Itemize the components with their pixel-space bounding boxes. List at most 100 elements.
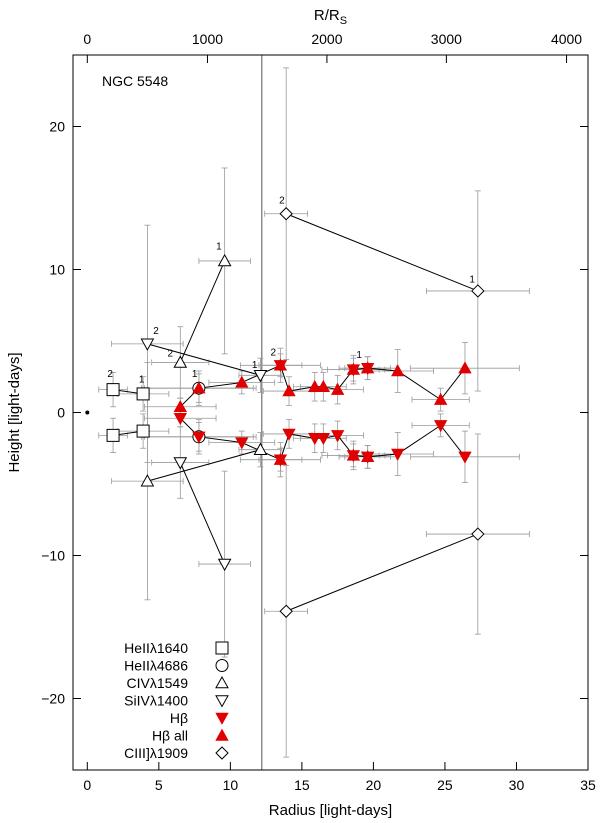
point-annotation: 2 xyxy=(107,369,113,380)
data-point-h-all xyxy=(346,450,361,463)
point-annotation: 2 xyxy=(167,349,173,360)
y-tick-label: 20 xyxy=(49,119,65,135)
data-point-h-all xyxy=(316,379,331,392)
data-point-h-all xyxy=(273,454,288,467)
top-tick-label: 4000 xyxy=(551,31,582,47)
y-tick-label: 0 xyxy=(57,405,65,421)
data-point-civ-1549 xyxy=(173,355,188,368)
series-line-civ-1549 xyxy=(179,260,226,363)
point-annotation: 2 xyxy=(279,196,285,207)
y-axis-label: Height [light-days] xyxy=(6,352,23,472)
series-line-siiv-1400 xyxy=(147,449,261,482)
chart-title: NGC 5548 xyxy=(102,73,168,89)
top-tick-label: 2000 xyxy=(311,31,342,47)
data-point-siiv-1400 xyxy=(253,442,268,455)
data-point-siiv-1400 xyxy=(253,370,268,383)
data-point-h-all xyxy=(458,451,472,464)
data-point-h-all xyxy=(273,358,288,371)
data-point-h-all xyxy=(282,384,296,397)
data-point-h-all xyxy=(235,437,249,450)
top-tick-label: 1000 xyxy=(192,31,223,47)
x-tick-label: 10 xyxy=(223,777,239,793)
data-point-h-all xyxy=(173,399,187,412)
legend-label: CIII]λ1909 xyxy=(124,745,188,761)
data-point-h-all xyxy=(192,381,206,394)
origin-dot xyxy=(85,410,90,415)
data-point-h-all xyxy=(346,362,361,375)
legend-label: HeIIλ4686 xyxy=(124,658,188,674)
legend-marker xyxy=(215,728,229,741)
data-point-h-all xyxy=(173,413,187,426)
data-point-siiv-1400 xyxy=(140,338,155,351)
point-annotation: 1 xyxy=(139,374,145,385)
data-point-h-all xyxy=(282,428,296,441)
data-point-ciii-1909 xyxy=(279,207,293,221)
data-point-h-all xyxy=(361,451,375,464)
x-tick-label: 0 xyxy=(83,777,91,793)
y-tick-label: −20 xyxy=(41,691,65,707)
data-point-h-all xyxy=(391,364,405,377)
x-tick-label: 20 xyxy=(366,777,382,793)
point-annotation: 1 xyxy=(469,274,475,285)
y-tick-label: −10 xyxy=(41,548,65,564)
data-point-h-all xyxy=(361,361,375,374)
series-line-ciii-1909 xyxy=(285,213,479,292)
top-tick-label: 0 xyxy=(83,31,91,47)
x-tick-label: 15 xyxy=(294,777,310,793)
y-tick-label: 10 xyxy=(49,262,65,278)
connecting-lines-layer xyxy=(112,213,479,612)
x-tick-label: 35 xyxy=(580,777,596,793)
data-point-h-all xyxy=(330,382,345,395)
series-line-ciii-1909 xyxy=(285,533,479,612)
data-point-h-all xyxy=(458,361,472,374)
legend-marker xyxy=(215,641,229,655)
point-annotation: 2 xyxy=(270,347,276,358)
data-point-h-all xyxy=(433,420,448,433)
data-point-heii-1640 xyxy=(106,383,120,397)
legend-marker xyxy=(215,746,229,760)
data-point-ciii-1909 xyxy=(279,604,293,618)
legend-marker xyxy=(215,659,229,672)
legend-label: Hβ xyxy=(170,710,188,726)
data-point-heii-1640 xyxy=(136,424,150,438)
x-tick-label: 25 xyxy=(437,777,453,793)
data-point-h-all xyxy=(316,433,331,446)
markers-layer xyxy=(85,207,485,618)
annotations-layer: 2 1 1 2 1 2 1 2 1 2 1 xyxy=(107,196,475,386)
point-annotation: 2 xyxy=(153,326,159,337)
point-annotation: 1 xyxy=(216,241,222,252)
top-axis-label: R/RS xyxy=(314,7,347,27)
data-point-h-all xyxy=(433,392,448,405)
data-point-heii-1640 xyxy=(106,428,120,442)
axes-layer: 0 5 10 15 20 25 30 35 0 1000 2000 3000 4000 −20 −10 0 10… xyxy=(41,31,596,793)
point-annotation: 1 xyxy=(252,360,258,371)
top-axis-label-main: R/R xyxy=(314,7,340,24)
legend-marker xyxy=(215,712,229,725)
x-axis-label: Radius [light-days] xyxy=(269,802,392,819)
legend-label: SiIVλ1400 xyxy=(124,693,188,709)
data-point-ciii-1909 xyxy=(471,527,485,541)
data-point-ciii-1909 xyxy=(471,284,485,298)
x-tick-label: 5 xyxy=(155,777,163,793)
data-point-h-all xyxy=(192,431,206,444)
legend-marker xyxy=(215,675,229,689)
data-point-h-all xyxy=(235,375,249,388)
series-line-siiv-1400 xyxy=(147,343,261,376)
legend-marker xyxy=(215,695,229,708)
point-annotation: 1 xyxy=(356,350,362,361)
top-axis-label-subscript: S xyxy=(340,15,347,27)
data-point-heii-1640 xyxy=(136,387,150,401)
data-point-civ-1549 xyxy=(173,457,188,470)
point-annotation: 1 xyxy=(192,369,198,380)
legend-label: HeIIλ1640 xyxy=(124,640,188,656)
data-point-h-all xyxy=(391,448,405,461)
data-point-civ-1549 xyxy=(217,253,232,267)
top-tick-label: 3000 xyxy=(431,31,462,47)
legend-label: Hβ all xyxy=(152,728,188,744)
legend-label: CIVλ1549 xyxy=(127,675,189,691)
data-point-siiv-1400 xyxy=(140,474,155,487)
data-point-civ-1549 xyxy=(217,558,232,572)
data-point-h-all xyxy=(308,433,322,446)
